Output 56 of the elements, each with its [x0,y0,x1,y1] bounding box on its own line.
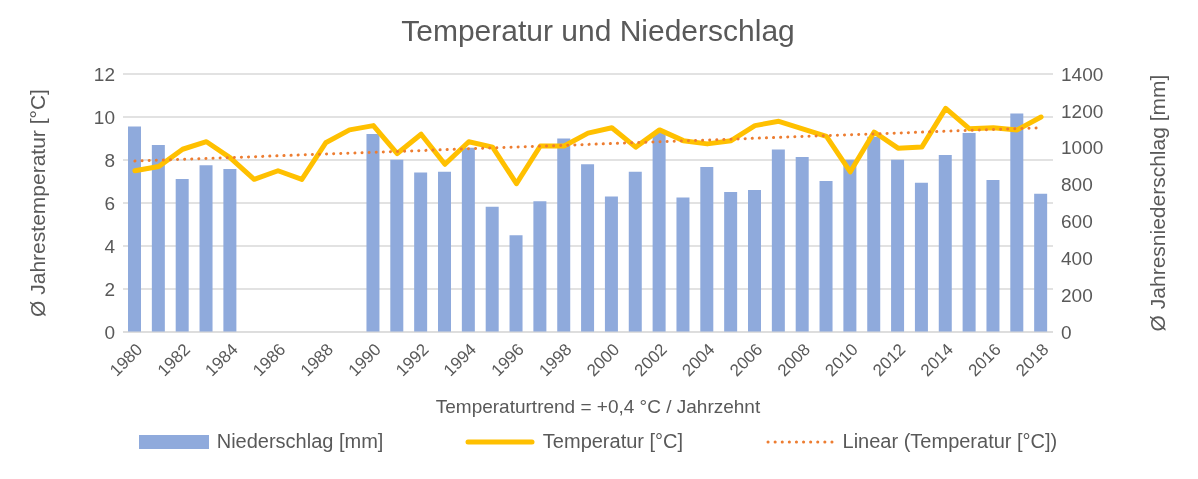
y2-tick-label: 1400 [1061,63,1104,85]
y2-tick-label: 1200 [1061,100,1104,122]
bar [128,126,141,332]
bar [604,196,618,332]
bar [557,138,571,332]
bar [175,179,189,332]
y2-axis-title: Ø Jahresniederschlag [mm] [1146,74,1170,332]
y-tick-label: 10 [93,106,115,128]
y-tick-label: 4 [104,235,116,257]
y-tick-label: 12 [93,63,115,85]
y-tick-label: 6 [104,192,115,214]
bar [914,182,928,332]
bar [485,206,499,332]
bar [700,167,714,332]
bar [414,172,428,332]
bar [366,133,380,332]
y2-tick-label: 0 [1061,321,1072,343]
bar [390,159,404,332]
bar [843,159,857,332]
bar [748,190,761,332]
y-tick-label: 0 [104,321,115,343]
bar [461,147,475,332]
bar [938,155,952,332]
bar [509,235,523,332]
bar [891,159,905,332]
y2-tick-label: 600 [1061,211,1093,233]
y2-tick-label: 1000 [1061,137,1104,159]
y-tick-label: 2 [104,278,115,300]
bar [199,165,213,332]
bar [867,136,881,332]
bar [962,132,976,332]
bar [533,201,547,332]
bar [676,197,690,332]
bar [795,156,809,332]
y2-tick-label: 400 [1061,248,1093,270]
legend-label: Niederschlag [mm] [216,430,384,453]
chart-title: Temperatur und Niederschlag [400,13,796,49]
bar [1010,113,1024,332]
y-axis-title: Ø Jahrestemperatur [°C] [26,89,50,317]
bar [1034,193,1048,332]
bar [986,179,1000,332]
x-axis-title: Temperaturtrend = +0,4 °C / Jahrzehnt [434,396,762,419]
legend-label: Linear (Temperatur [°C]) [842,430,1058,453]
bar [438,171,451,332]
y2-tick-label: 800 [1061,174,1093,196]
bar [223,168,237,332]
legend-label: Temperatur [°C] [542,430,684,453]
bar [771,149,785,332]
bar [581,164,595,332]
bar [819,180,833,332]
bar [724,191,738,332]
y-tick-label: 8 [104,149,115,171]
bar [151,144,165,332]
y2-tick-label: 200 [1061,284,1093,306]
bar [652,132,666,332]
bar [628,171,642,332]
